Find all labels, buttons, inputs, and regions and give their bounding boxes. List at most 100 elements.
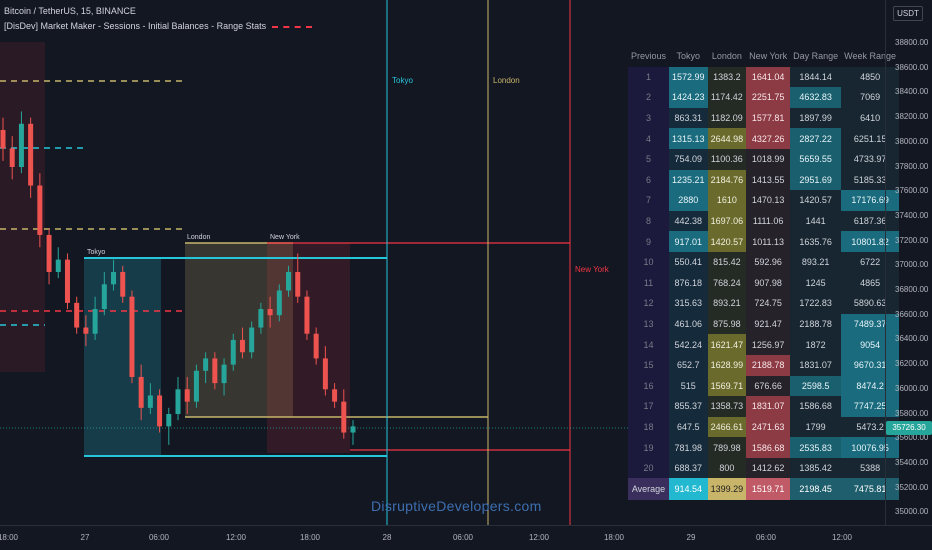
newyork-session-box <box>267 243 350 453</box>
price-label: 35600.00 <box>895 433 929 443</box>
symbol-title: Bitcoin / TetherUS, 15, BINANCE <box>4 6 136 16</box>
time-axis[interactable] <box>0 525 932 550</box>
indicator-legend[interactable]: [DisDev] Market Maker - Sessions - Initi… <box>4 21 313 31</box>
row-index: 14 <box>628 334 670 355</box>
cell-tokyo: 461.06 <box>669 313 708 335</box>
cell-week: 6410 <box>841 107 900 129</box>
price-chart[interactable] <box>0 0 885 525</box>
cell-newyork: 921.47 <box>746 313 791 335</box>
row-index: 7 <box>628 190 670 211</box>
cell-newyork: 1641.04 <box>746 66 791 88</box>
candle-body <box>46 234 52 272</box>
price-label: 38000.00 <box>895 136 929 146</box>
candle-body <box>304 296 310 334</box>
cell-newyork: 2251.75 <box>746 87 791 108</box>
average-tokyo: 914.54 <box>669 478 708 501</box>
price-label: 38800.00 <box>895 38 929 47</box>
cell-tokyo: 876.18 <box>669 272 708 294</box>
candle-body <box>341 401 347 433</box>
cell-newyork: 1018.99 <box>746 148 791 170</box>
candlestick-series <box>0 111 356 445</box>
stats-row: 4 1315.13 2644.98 4327.26 2827.22 6251.15 <box>628 128 900 149</box>
cell-london: 1383.2 <box>707 66 747 88</box>
newyork-box-label: New York <box>270 234 300 241</box>
cell-london: 1100.36 <box>707 148 747 170</box>
row-index: 12 <box>628 293 670 314</box>
newyork-level-label: New York <box>575 265 609 274</box>
stats-row: 13 461.06 875.98 921.47 2188.78 7489.37 <box>628 313 900 335</box>
time-label: 18:00 <box>0 533 19 542</box>
stats-row: 18 647.5 2466.61 2471.63 1799 5473.2 <box>628 416 900 438</box>
stats-row: 17 855.37 1358.73 1831.07 1586.68 7747.25 <box>628 396 900 417</box>
cell-tokyo: 754.09 <box>669 148 708 170</box>
stats-row: 6 1235.21 2184.76 1413.55 2951.69 5185.33 <box>628 169 900 191</box>
cell-london: 768.24 <box>707 272 747 294</box>
cell-tokyo: 688.37 <box>669 457 708 479</box>
cell-day: 5659.55 <box>790 148 842 170</box>
candle-body <box>9 148 15 167</box>
candle-body <box>120 271 126 297</box>
cell-newyork: 1470.13 <box>746 190 791 211</box>
candle-body <box>221 364 227 384</box>
price-label: 37600.00 <box>895 186 929 196</box>
time-label: 06:00 <box>452 533 474 542</box>
price-label: 36200.00 <box>895 359 929 369</box>
price-label: 35000.00 <box>895 507 929 517</box>
cell-newyork: 4327.26 <box>746 128 791 149</box>
cell-tokyo: 515 <box>669 375 708 397</box>
cell-week: 8474.2 <box>841 375 900 397</box>
candle-body <box>350 426 356 433</box>
average-london: 1399.29 <box>707 478 747 501</box>
cell-newyork: 2471.63 <box>746 416 791 438</box>
row-index: 3 <box>628 107 670 129</box>
cell-day: 1245 <box>790 272 842 294</box>
cell-day: 893.21 <box>790 251 842 273</box>
time-label: 18:00 <box>603 533 625 542</box>
cell-london: 800 <box>707 457 747 479</box>
cell-day: 1385.42 <box>790 457 842 479</box>
candle-body <box>55 259 61 272</box>
stats-row: 7 2880 1610 1470.13 1420.57 17176.69 <box>628 190 900 211</box>
cell-london: 1697.06 <box>707 210 747 232</box>
row-index: 2 <box>628 87 670 108</box>
cell-day: 1441 <box>790 210 842 232</box>
current-price-badge: 35726.30 <box>886 421 932 435</box>
candle-body <box>230 339 236 365</box>
price-label: 35400.00 <box>895 457 929 467</box>
price-label: 37400.00 <box>895 210 929 220</box>
london-box-label: London <box>187 234 211 241</box>
cell-tokyo: 855.37 <box>669 396 708 417</box>
candle-body <box>157 395 163 427</box>
cell-tokyo: 781.98 <box>669 437 708 458</box>
london-vline-label: London <box>493 76 520 85</box>
time-label: 27 <box>80 533 90 542</box>
cell-newyork: 1413.55 <box>746 169 791 191</box>
cell-day: 1420.57 <box>790 190 842 211</box>
candle-body <box>258 309 264 328</box>
header-week-range: Week Range <box>844 51 897 62</box>
cell-week: 9054 <box>841 334 900 355</box>
cell-newyork: 1111.06 <box>746 210 791 232</box>
cell-week: 6187.36 <box>841 210 900 232</box>
currency-button[interactable]: USDT <box>893 6 923 21</box>
cell-week: 7069 <box>841 87 900 108</box>
candle-body <box>313 333 319 359</box>
cell-week: 5473.2 <box>841 416 900 438</box>
candle-body <box>18 123 24 167</box>
stats-row: 8 442.38 1697.06 1111.06 1441 6187.36 <box>628 210 900 232</box>
cell-week: 4733.97 <box>841 148 900 170</box>
cell-day: 1722.83 <box>790 293 842 314</box>
row-index: 19 <box>628 437 670 458</box>
row-index: 6 <box>628 169 670 191</box>
time-label: 29 <box>686 533 696 542</box>
price-axis[interactable] <box>885 0 932 525</box>
cell-tokyo: 1235.21 <box>669 169 708 191</box>
cell-london: 1569.71 <box>707 375 747 397</box>
cell-tokyo: 442.38 <box>669 210 708 232</box>
cell-day: 1831.07 <box>790 354 842 376</box>
cell-london: 1621.47 <box>707 334 747 355</box>
stats-row: 11 876.18 768.24 907.98 1245 4865 <box>628 272 900 294</box>
candle-body <box>83 327 89 334</box>
price-label: 37800.00 <box>895 161 929 171</box>
cell-newyork: 2188.78 <box>746 354 791 376</box>
